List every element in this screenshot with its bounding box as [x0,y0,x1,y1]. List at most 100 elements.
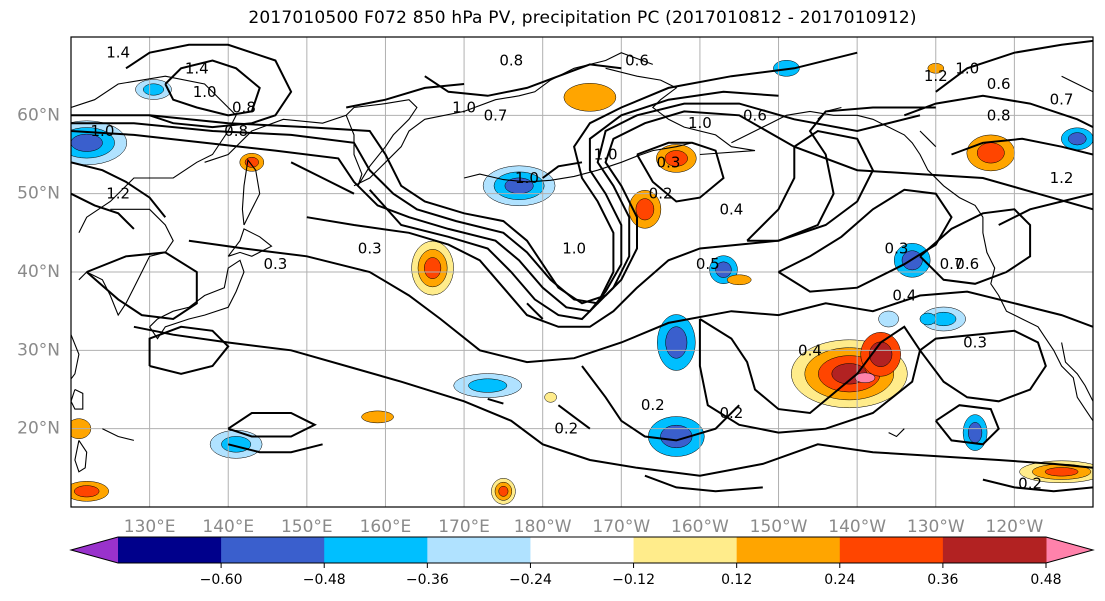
colorbar-tick-label: −0.24 [509,572,552,588]
contour-label: 0.4 [719,200,743,218]
precip-negative-area [968,422,983,444]
pv-contour-line [71,161,167,218]
colorbar-segment [324,537,428,563]
contour-label: 0.6 [625,52,649,70]
pv-contour-line [777,188,953,293]
pv-contour-line [935,404,1000,446]
precip-negative-area [1068,132,1087,146]
precip-negative-area [715,261,732,278]
colorbar-extend-high [1046,537,1093,563]
contour-label: 1.0 [193,83,217,101]
longitude-tick-label: 170°E [438,517,490,537]
precip-negative-area [919,312,937,326]
longitude-ticks: 130°E 140°E 150°E 160°E 170°E 180°W 170°W 160°W… [124,517,1044,537]
contour-label: 1.0 [91,122,115,140]
contour-label: 0.5 [696,255,720,273]
longitude-tick-label: 180°W [514,517,572,537]
contour-label: 1.2 [106,185,130,203]
latitude-tick-label: 60°N [17,105,60,125]
pv-contour-line [636,141,725,203]
contour-label: 1.0 [594,146,618,164]
contour-label: 0.7 [940,255,964,273]
precip-positive-area [1044,467,1079,477]
pv-contour-line [133,325,1093,477]
precip-positive-area [976,142,1005,164]
colorbar-tick-label: −0.12 [612,572,655,588]
contour-label: 0.3 [263,255,287,273]
longitude-tick-label: 170°W [592,517,650,537]
coastline [149,259,245,340]
longitude-tick-label: 150°E [281,517,333,537]
precip-positive-area [498,485,509,497]
precip-negative-area [665,326,688,359]
contour-label: 1.2 [1050,169,1074,187]
pv-contour-line [526,302,544,320]
colorbar-tick-label: −0.48 [303,572,346,588]
contour-label: 0.2 [719,404,743,422]
coastline [731,110,1093,422]
contour-label: 1.4 [185,59,209,77]
longitude-tick-label: 140°E [202,517,254,537]
precip-positive-area [664,150,688,167]
coastline [1061,75,1093,93]
colorbar-tick-label: −0.36 [406,572,449,588]
contour-label: 0.8 [499,52,523,70]
contour-label: 0.2 [649,185,673,203]
pv-contour-line [148,325,230,375]
contour-label: 1.0 [452,99,476,117]
contour-label: 1.2 [924,67,948,85]
contour-label: 0.2 [1018,475,1042,493]
coastline [353,52,653,187]
latitude-ticks: 60°N 50°N 40°N 30°N 20°N [17,105,60,438]
pv-contour-line [746,129,875,242]
longitude-tick-label: 160°W [671,517,729,537]
contour-label: 1.0 [955,59,979,77]
colorbar-tick-label: 0.48 [1030,572,1061,588]
contour-label: 0.4 [892,287,916,305]
contour-label: 0.2 [641,396,665,414]
longitude-tick-label: 160°E [360,517,412,537]
pv-contour-line [188,239,1093,364]
precip-negative-area [71,133,103,152]
contour-label: 1.0 [688,114,712,132]
pv-contour-line [424,63,622,97]
contour-label: 1.0 [515,169,539,187]
coastline [204,99,418,187]
pv-contour-line [306,106,936,328]
map-title: 2017010500 F072 850 hPa PV, precipitatio… [248,8,917,28]
coastline [919,130,937,148]
latitude-tick-label: 20°N [17,419,60,439]
colorbar-segment [118,537,222,563]
contour-labels: 1.4 1.4 1.0 0.8 1.0 0.8 1.2 0.8 0.6 1.0 0.7 1.0 1.0 0… [91,44,1074,493]
pv-contour-line [164,59,261,117]
colorbar-segment [736,537,841,563]
pv-contour-line [290,161,355,195]
colorbar-tick-label: 0.36 [927,572,958,588]
pv-contour-line [919,208,1032,285]
pv-contour-line [71,102,921,305]
colorbar-segment [633,537,738,563]
precip-positive-area [635,198,655,221]
precip-positive-area [854,372,876,384]
contour-label: 1.0 [562,240,586,258]
longitude-tick-label: 130°E [124,517,176,537]
contour-label: 0.3 [963,334,987,352]
colorbar-extend-low [71,537,118,563]
pv-contour-line [71,90,779,313]
colorbar-segment [427,537,531,563]
pv-contours [71,39,1093,493]
pv-contour-line [86,251,198,321]
pv-contour-line [346,83,465,109]
contour-label: 0.8 [224,122,248,140]
precip-positive-area [424,257,442,279]
pv-contour-line [935,39,1093,93]
coastline [241,158,261,226]
pv-contour-line [982,478,1093,493]
colorbar-tick-label: 0.24 [824,572,855,588]
pv-contour-line [125,43,293,129]
contour-label: 0.6 [743,106,767,124]
pv-contour-line [71,192,135,230]
pv-contour-line [919,329,1047,403]
coastline [71,334,80,380]
